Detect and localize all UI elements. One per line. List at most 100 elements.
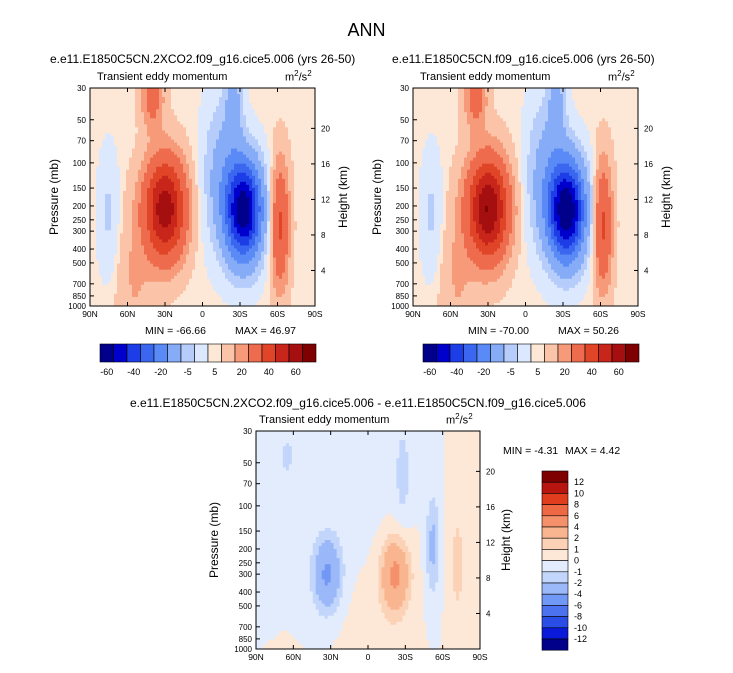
contour-cell bbox=[165, 145, 169, 150]
contour-cell bbox=[273, 221, 277, 225]
contour-cell bbox=[267, 242, 271, 246]
contour-cell bbox=[186, 175, 190, 180]
contour-cell bbox=[108, 175, 112, 180]
contour-cell bbox=[180, 242, 184, 246]
contour-cell bbox=[186, 221, 190, 225]
contour-cell bbox=[255, 88, 259, 92]
contour-cell bbox=[186, 209, 190, 213]
contour-cell bbox=[117, 184, 121, 189]
contour-cell bbox=[93, 257, 97, 262]
contour-cell bbox=[165, 272, 169, 277]
contour-cell bbox=[222, 212, 226, 216]
contour-cell bbox=[270, 187, 274, 192]
contour-cell bbox=[285, 109, 289, 113]
contour-cell bbox=[264, 254, 268, 259]
contour-cell bbox=[258, 154, 262, 159]
contour-cell bbox=[183, 154, 187, 159]
contour-cell bbox=[210, 224, 214, 228]
contour-cell bbox=[114, 197, 118, 201]
contour-cell bbox=[282, 233, 286, 237]
contour-cell bbox=[96, 178, 100, 183]
contour-cell bbox=[129, 215, 133, 219]
contour-cell bbox=[135, 257, 139, 262]
contour-cell bbox=[279, 263, 283, 268]
contour-cell bbox=[138, 200, 142, 204]
contour-cell bbox=[99, 236, 103, 240]
contour-cell bbox=[180, 269, 184, 274]
contour-cell bbox=[129, 160, 133, 165]
contour-cell bbox=[237, 118, 241, 122]
contour-cell bbox=[276, 91, 280, 95]
contour-cell bbox=[276, 121, 280, 125]
contour-cell bbox=[135, 221, 139, 225]
contour-cell bbox=[150, 103, 154, 107]
contour-cell bbox=[279, 127, 283, 131]
contour-cell bbox=[282, 178, 286, 183]
contour-cell bbox=[102, 103, 106, 107]
contour-cell bbox=[126, 172, 130, 177]
contour-cell bbox=[114, 209, 118, 213]
contour-cell bbox=[174, 121, 178, 125]
contour-cell bbox=[267, 257, 271, 262]
contour-cell bbox=[207, 209, 211, 213]
contour-cell bbox=[162, 230, 166, 234]
contour-cell bbox=[90, 175, 94, 180]
contour-cell bbox=[306, 209, 310, 213]
contour-cell bbox=[117, 254, 121, 259]
contour-cell bbox=[234, 115, 238, 119]
contour-cell bbox=[156, 121, 160, 125]
contour-cell bbox=[291, 181, 295, 186]
contour-cell bbox=[102, 166, 106, 171]
contour-cell bbox=[189, 148, 193, 153]
contour-cell bbox=[261, 97, 265, 101]
contour-cell bbox=[135, 88, 139, 92]
contour-cell bbox=[228, 127, 232, 131]
contour-cell bbox=[102, 221, 106, 225]
contour-cell bbox=[222, 109, 226, 113]
contour-cell bbox=[192, 133, 196, 137]
contour-cell bbox=[108, 151, 112, 156]
contour-cell bbox=[273, 187, 277, 192]
contour-cell bbox=[231, 245, 235, 249]
contour-cell bbox=[180, 230, 184, 234]
contour-cell bbox=[252, 127, 256, 131]
contour-cell bbox=[102, 248, 106, 252]
contour-cell bbox=[216, 124, 220, 128]
contour-cell bbox=[150, 184, 154, 189]
contour-cell bbox=[207, 157, 211, 162]
contour-cell bbox=[135, 154, 139, 159]
contour-cell bbox=[123, 224, 127, 228]
contour-cell bbox=[150, 212, 154, 216]
contour-cell bbox=[114, 239, 118, 243]
contour-cell bbox=[132, 209, 136, 213]
contour-cell bbox=[279, 200, 283, 204]
contour-cell bbox=[246, 197, 250, 201]
contour-cell bbox=[186, 190, 190, 195]
contour-cell bbox=[276, 184, 280, 189]
contour-cell bbox=[105, 136, 109, 140]
contour-cell bbox=[108, 157, 112, 162]
contour-cell bbox=[261, 230, 265, 234]
contour-cell bbox=[177, 160, 181, 165]
contour-cell bbox=[93, 169, 97, 174]
contour-cell bbox=[195, 160, 199, 165]
contour-cell bbox=[252, 139, 256, 143]
contour-cell bbox=[222, 193, 226, 198]
contour-cell bbox=[183, 91, 187, 95]
contour-cell bbox=[294, 242, 298, 246]
contour-cell bbox=[288, 106, 292, 110]
contour-cell bbox=[180, 263, 184, 268]
contour-cell bbox=[132, 94, 136, 98]
contour-cell bbox=[93, 118, 97, 122]
contour-cell bbox=[102, 160, 106, 165]
contour-cell bbox=[210, 215, 214, 219]
contour-cell bbox=[162, 284, 166, 289]
contour-cell bbox=[93, 136, 97, 140]
contour-cell bbox=[264, 136, 268, 140]
contour-cell bbox=[123, 151, 127, 156]
contour-cell bbox=[255, 163, 259, 168]
contour-cell bbox=[147, 172, 151, 177]
contour-cell bbox=[255, 91, 259, 95]
contour-cell bbox=[306, 263, 310, 268]
contour-cell bbox=[306, 130, 310, 134]
